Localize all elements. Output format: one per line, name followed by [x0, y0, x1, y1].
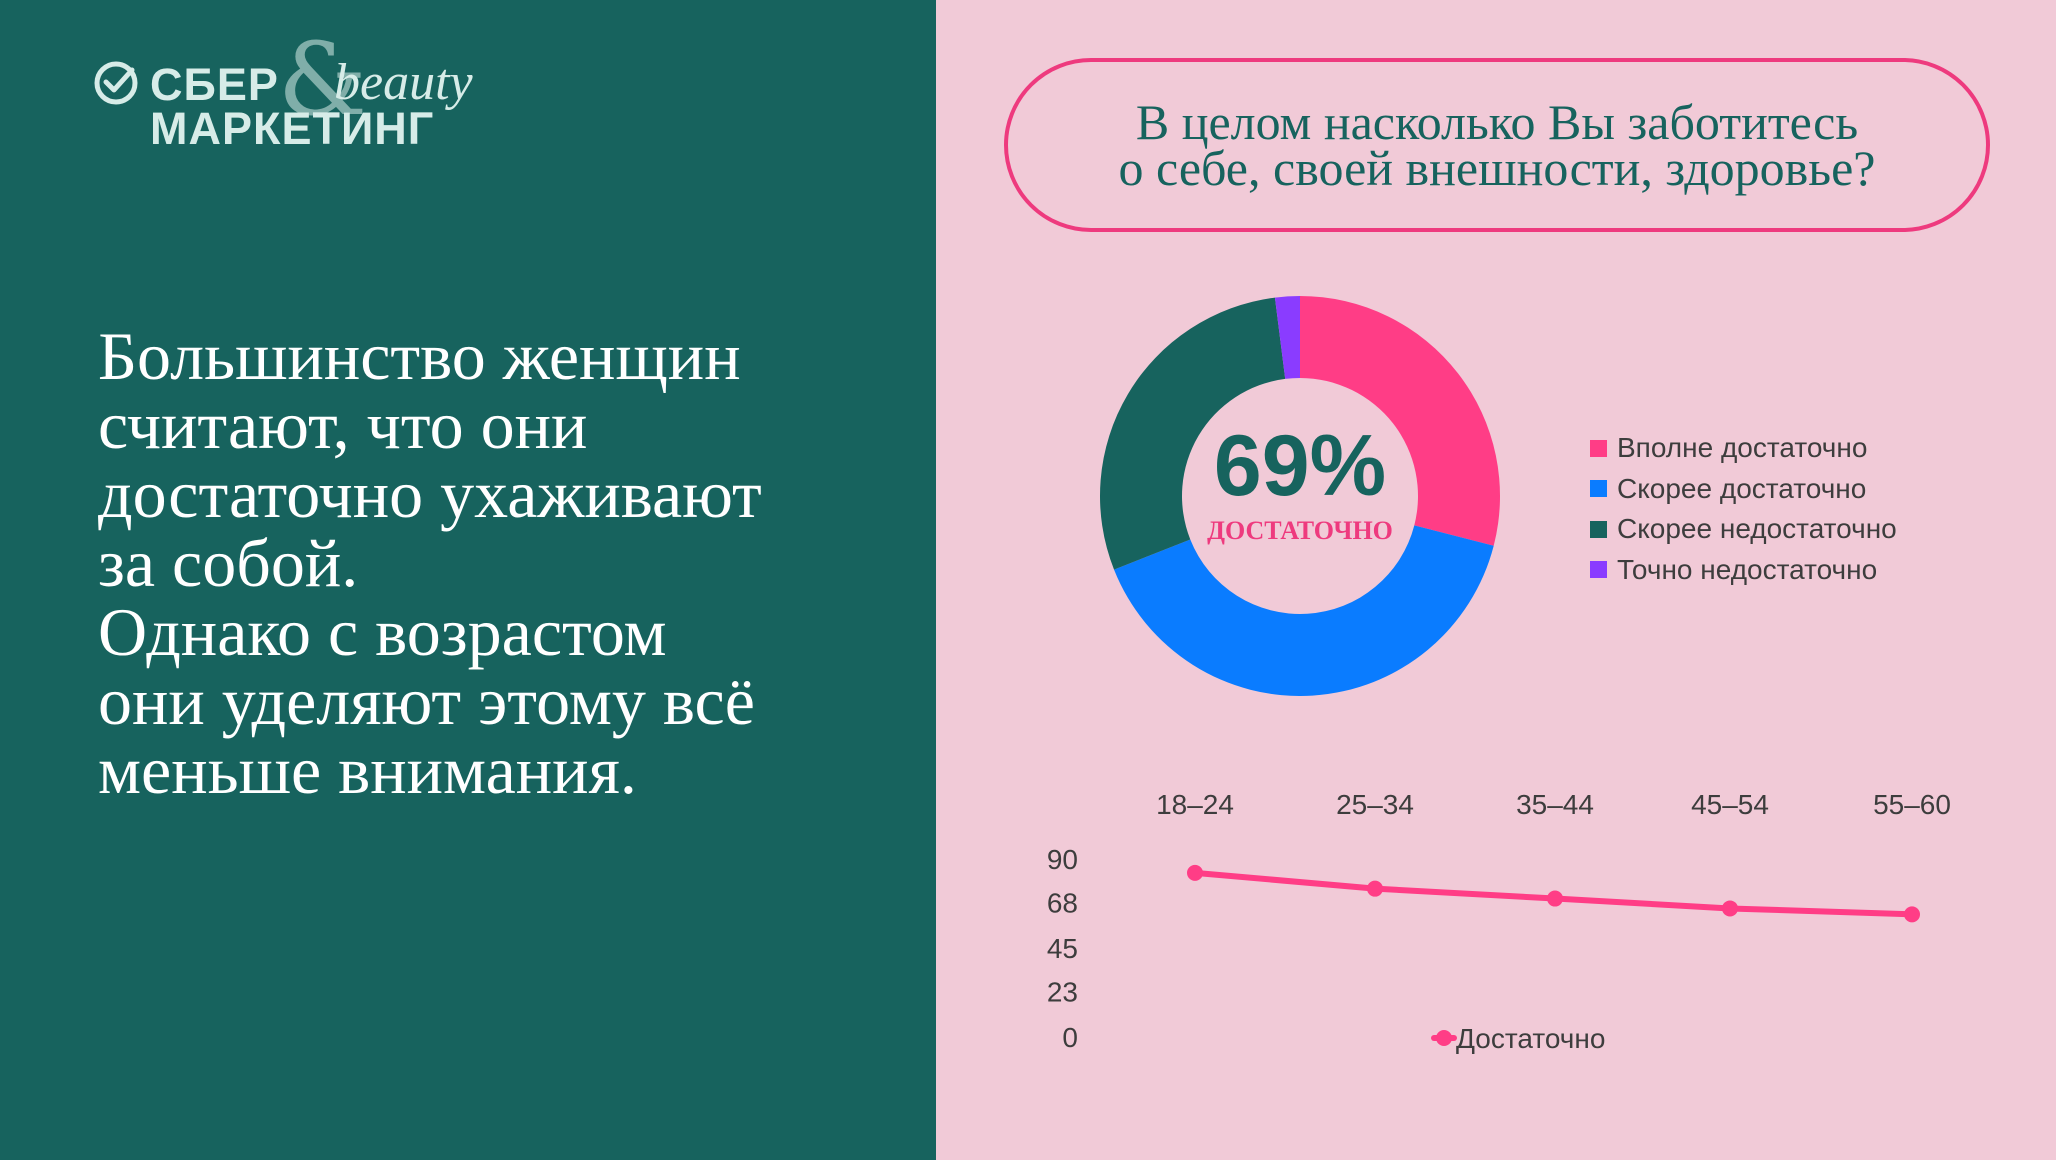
line-point: [1904, 906, 1920, 923]
headline: Большинство женщин считают, что они дост…: [98, 318, 762, 808]
line-point: [1367, 880, 1383, 897]
line-legend-dot: [1436, 1030, 1452, 1046]
legend-label: Скорее недостаточно: [1617, 513, 1897, 545]
donut-slice-4: [1274, 296, 1300, 379]
donut-center-label: достаточно: [1207, 516, 1393, 545]
legend-swatch: [1590, 520, 1607, 538]
x-tick-label: 25–34: [1336, 789, 1414, 820]
logo-brand-line2: МАРКЕТИНГ: [150, 103, 435, 154]
x-tick-label: 45–54: [1691, 789, 1769, 820]
legend-label: Точно недостаточно: [1617, 553, 1878, 585]
donut-slice-2: [1114, 525, 1494, 696]
legend-item: Скорее недостаточно: [1590, 509, 1897, 550]
y-tick-label: 23: [1047, 977, 1078, 1008]
line-point: [1187, 864, 1203, 881]
line-chart: 18–24 25–34 35–44 45–54 55–60 90 68 45 23 0 Достат…: [1047, 789, 1951, 1054]
legend-item: Точно недостаточно: [1590, 550, 1897, 591]
legend-label: Скорее достаточно: [1617, 472, 1867, 504]
legend-swatch: [1590, 561, 1607, 579]
legend-label: Вполне достаточно: [1617, 432, 1868, 464]
legend-item: Вполне достаточно: [1590, 428, 1897, 469]
legend-swatch: [1590, 480, 1607, 498]
donut-center-value: 69%: [1213, 418, 1387, 514]
check-circle-icon: [94, 61, 138, 105]
donut-legend: Вполне достаточно Скорее достаточно Скорее…: [1590, 428, 1897, 590]
left-panel: & СБЕР МАРКЕТИНГ beauty Большинство женщ…: [0, 0, 936, 1160]
logo-ampersand: &: [278, 21, 368, 138]
x-tick-label: 35–44: [1516, 789, 1594, 820]
y-tick-label: 0: [1062, 1022, 1078, 1053]
x-tick-label: 55–60: [1873, 789, 1951, 820]
line-legend-label: Достаточно: [1456, 1023, 1605, 1054]
legend-item: Скорее достаточно: [1590, 469, 1897, 510]
legend-swatch: [1590, 439, 1607, 457]
question-box: В целом насколько Вы заботитесь о себе, …: [1004, 58, 1990, 232]
line-point: [1722, 900, 1738, 917]
y-tick-label: 90: [1047, 844, 1078, 875]
logo-beauty-script: beauty: [334, 54, 473, 111]
line-point: [1547, 890, 1563, 907]
logo: & СБЕР МАРКЕТИНГ beauty: [90, 25, 510, 165]
donut-slice-3: [1100, 297, 1286, 570]
donut-chart: [1100, 296, 1500, 696]
question-text: В целом насколько Вы заботитесь о себе, …: [1118, 94, 1876, 196]
y-tick-label: 45: [1047, 933, 1078, 964]
y-tick-label: 68: [1047, 888, 1078, 919]
donut-slice-1: [1300, 296, 1500, 546]
x-tick-label: 18–24: [1156, 789, 1234, 820]
logo-brand-line1: СБЕР: [150, 59, 279, 110]
